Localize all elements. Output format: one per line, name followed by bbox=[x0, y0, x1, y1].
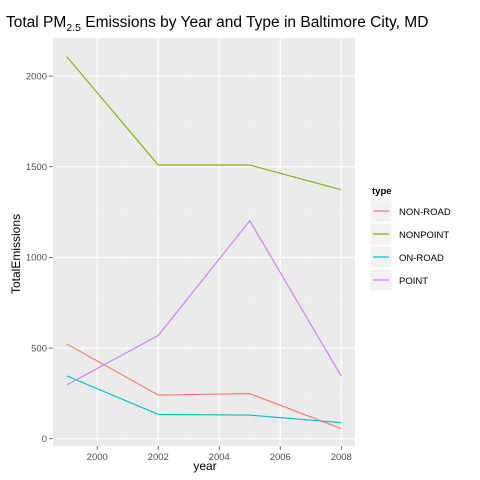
x-tick-label: 2008 bbox=[331, 452, 352, 463]
plot-panel bbox=[53, 38, 355, 446]
legend-label-nonpoint: NONPOINT bbox=[399, 230, 449, 241]
series-lines bbox=[66, 56, 342, 430]
chart-title: Total PM2.5 Emissions by Year and Type i… bbox=[6, 14, 428, 34]
legend-label-non-road: NON-ROAD bbox=[399, 207, 451, 218]
series-line-non-road bbox=[66, 343, 342, 430]
y-axis-title: TotalEmissions bbox=[9, 214, 23, 294]
y-tick-label: 1500 bbox=[26, 162, 47, 173]
x-axis-title: year bbox=[193, 459, 216, 473]
legend: type NON-ROAD NONPOINT ON-ROAD POINT bbox=[369, 186, 451, 292]
x-tick-label: 2004 bbox=[209, 452, 230, 463]
grid-lines bbox=[53, 38, 355, 446]
x-tick-label: 2002 bbox=[148, 452, 169, 463]
y-tick-label: 500 bbox=[31, 343, 47, 354]
x-tick-label: 2000 bbox=[87, 452, 108, 463]
x-tick-label: 2006 bbox=[270, 452, 291, 463]
series-line-point bbox=[66, 220, 342, 386]
y-tick-label: 0 bbox=[42, 434, 47, 445]
series-line-nonpoint bbox=[66, 56, 342, 191]
axes: 0 500 1000 1500 2000 2000 2002 2004 2006 2008 bbox=[26, 71, 352, 463]
legend-label-on-road: ON-ROAD bbox=[399, 253, 444, 264]
y-tick-label: 2000 bbox=[26, 71, 47, 82]
legend-title: type bbox=[372, 186, 392, 197]
legend-label-point: POINT bbox=[399, 276, 428, 287]
series-line-on-road bbox=[66, 375, 342, 424]
y-tick-label: 1000 bbox=[26, 253, 47, 264]
